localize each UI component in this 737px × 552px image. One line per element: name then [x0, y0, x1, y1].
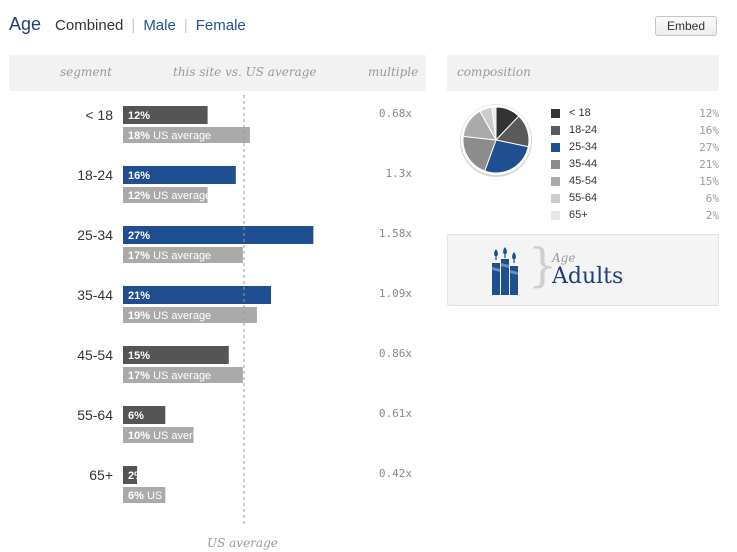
legend-item: 35-44 21% — [551, 157, 719, 174]
tab-male[interactable]: Male — [143, 17, 176, 34]
us-average-bar — [123, 307, 257, 323]
legend-label: 55-64 — [569, 192, 598, 204]
us-average-bar-label: 18% US average — [128, 130, 211, 142]
site-bar-label: 27% — [128, 230, 150, 242]
legend-value: 15% — [699, 175, 719, 188]
legend-label: < 18 — [569, 107, 591, 119]
site-bar — [123, 346, 229, 364]
age-badge: } Age Adults — [447, 234, 719, 306]
pie-slice — [462, 135, 497, 172]
segment-label: 55-64 — [77, 407, 113, 423]
multiple-value: 1.58x — [379, 227, 412, 240]
badge-value: Adults — [552, 264, 624, 289]
site-bar — [123, 406, 166, 424]
legend-item: 55-64 6% — [551, 191, 719, 208]
site-bar — [123, 466, 138, 484]
us-average-bar-label: 6% US average — [128, 490, 205, 502]
legend-value: 21% — [699, 158, 719, 171]
pie-slice — [484, 139, 529, 174]
tab-combined[interactable]: Combined — [55, 17, 124, 34]
composition-header-bar — [447, 55, 719, 91]
us-average-bar — [123, 427, 194, 443]
segment-label: 65+ — [89, 467, 113, 483]
tab-female[interactable]: Female — [195, 17, 246, 34]
us-average-bar-label: 17% US average — [128, 250, 211, 262]
candles-icon — [492, 247, 518, 295]
site-bar-label: 6% — [128, 410, 144, 422]
multiple-value: 0.61x — [379, 407, 412, 420]
age-bar-chart: < 18 12% 18% US average 0.68x 18-24 16% 12% US… — [77, 95, 413, 527]
multiple-value: 0.68x — [379, 107, 412, 120]
header-multiple: multiple — [368, 65, 419, 79]
legend-item: 65+ 2% — [551, 208, 719, 225]
legend-value: 27% — [699, 141, 719, 154]
segment-label: 25-34 — [77, 227, 113, 243]
multiple-value: 1.09x — [379, 287, 412, 300]
multiple-value: 0.86x — [379, 347, 412, 360]
legend-swatch — [551, 126, 560, 135]
legend-value: 12% — [699, 107, 719, 120]
legend-item: 45-54 15% — [551, 174, 719, 191]
legend-swatch — [551, 160, 560, 169]
us-average-bar — [123, 367, 243, 383]
segment-label: 35-44 — [77, 287, 113, 303]
header-segment: segment — [60, 65, 112, 79]
axis-caption: US average — [207, 536, 278, 550]
us-average-bar-label: 12% US average — [128, 190, 211, 202]
header-composition: composition — [457, 65, 531, 79]
site-bar-label: 15% — [128, 350, 150, 362]
legend-label: 45-54 — [569, 175, 598, 187]
site-bar-label: 2% — [128, 470, 144, 482]
multiple-value: 0.42x — [379, 467, 412, 480]
site-bar-label: 21% — [128, 290, 150, 302]
site-bar — [123, 286, 272, 304]
segment-tabs: Age Combined | Male | Female — [9, 14, 246, 36]
us-average-bar-label: 10% US average — [128, 430, 211, 442]
header-comparison: this site vs. US average — [173, 65, 317, 79]
site-bar-label: 12% — [128, 110, 150, 122]
segment-label: 45-54 — [77, 347, 113, 363]
legend-label: 65+ — [569, 209, 588, 221]
site-bar — [123, 166, 236, 184]
composition-legend: < 18 12% 18-24 16% 25-34 27% 35-44 21% 45-54 15% 5… — [551, 106, 719, 225]
legend-item: 25-34 27% — [551, 140, 719, 157]
site-bar-label: 16% — [128, 170, 150, 182]
us-average-bar — [123, 127, 250, 143]
brace-decoration: } — [528, 238, 558, 292]
legend-label: 35-44 — [569, 158, 598, 170]
pie-slice — [491, 106, 497, 141]
us-average-bar — [123, 487, 166, 503]
us-average-bar-label: 17% US average — [128, 370, 211, 382]
tab-separator: | — [131, 17, 136, 34]
table-header-bar — [9, 55, 426, 91]
us-average-bar — [123, 247, 243, 263]
site-bar — [123, 226, 314, 244]
legend-label: 25-34 — [569, 141, 598, 153]
legend-swatch — [551, 143, 560, 152]
multiple-value: 1.3x — [386, 167, 413, 180]
composition-pie-wrapper — [459, 103, 533, 177]
composition-pie — [460, 104, 532, 177]
legend-swatch — [551, 211, 560, 220]
legend-swatch — [551, 177, 560, 186]
legend-item: 18-24 16% — [551, 123, 719, 140]
legend-value: 16% — [699, 124, 719, 137]
legend-value: 2% — [705, 209, 719, 222]
site-bar — [123, 106, 208, 124]
legend-value: 6% — [705, 192, 719, 205]
us-average-bar — [123, 187, 208, 203]
legend-swatch — [551, 109, 560, 118]
legend-swatch — [551, 194, 560, 203]
embed-button[interactable]: Embed — [655, 16, 717, 36]
segment-label: < 18 — [85, 107, 113, 123]
tab-separator: | — [183, 17, 188, 34]
segment-label: 18-24 — [77, 167, 113, 183]
legend-item: < 18 12% — [551, 106, 719, 123]
legend-label: 18-24 — [569, 124, 598, 136]
us-average-bar-label: 19% US average — [128, 310, 211, 322]
badge-subtitle: Age — [552, 251, 576, 265]
age-title: Age — [9, 14, 42, 34]
